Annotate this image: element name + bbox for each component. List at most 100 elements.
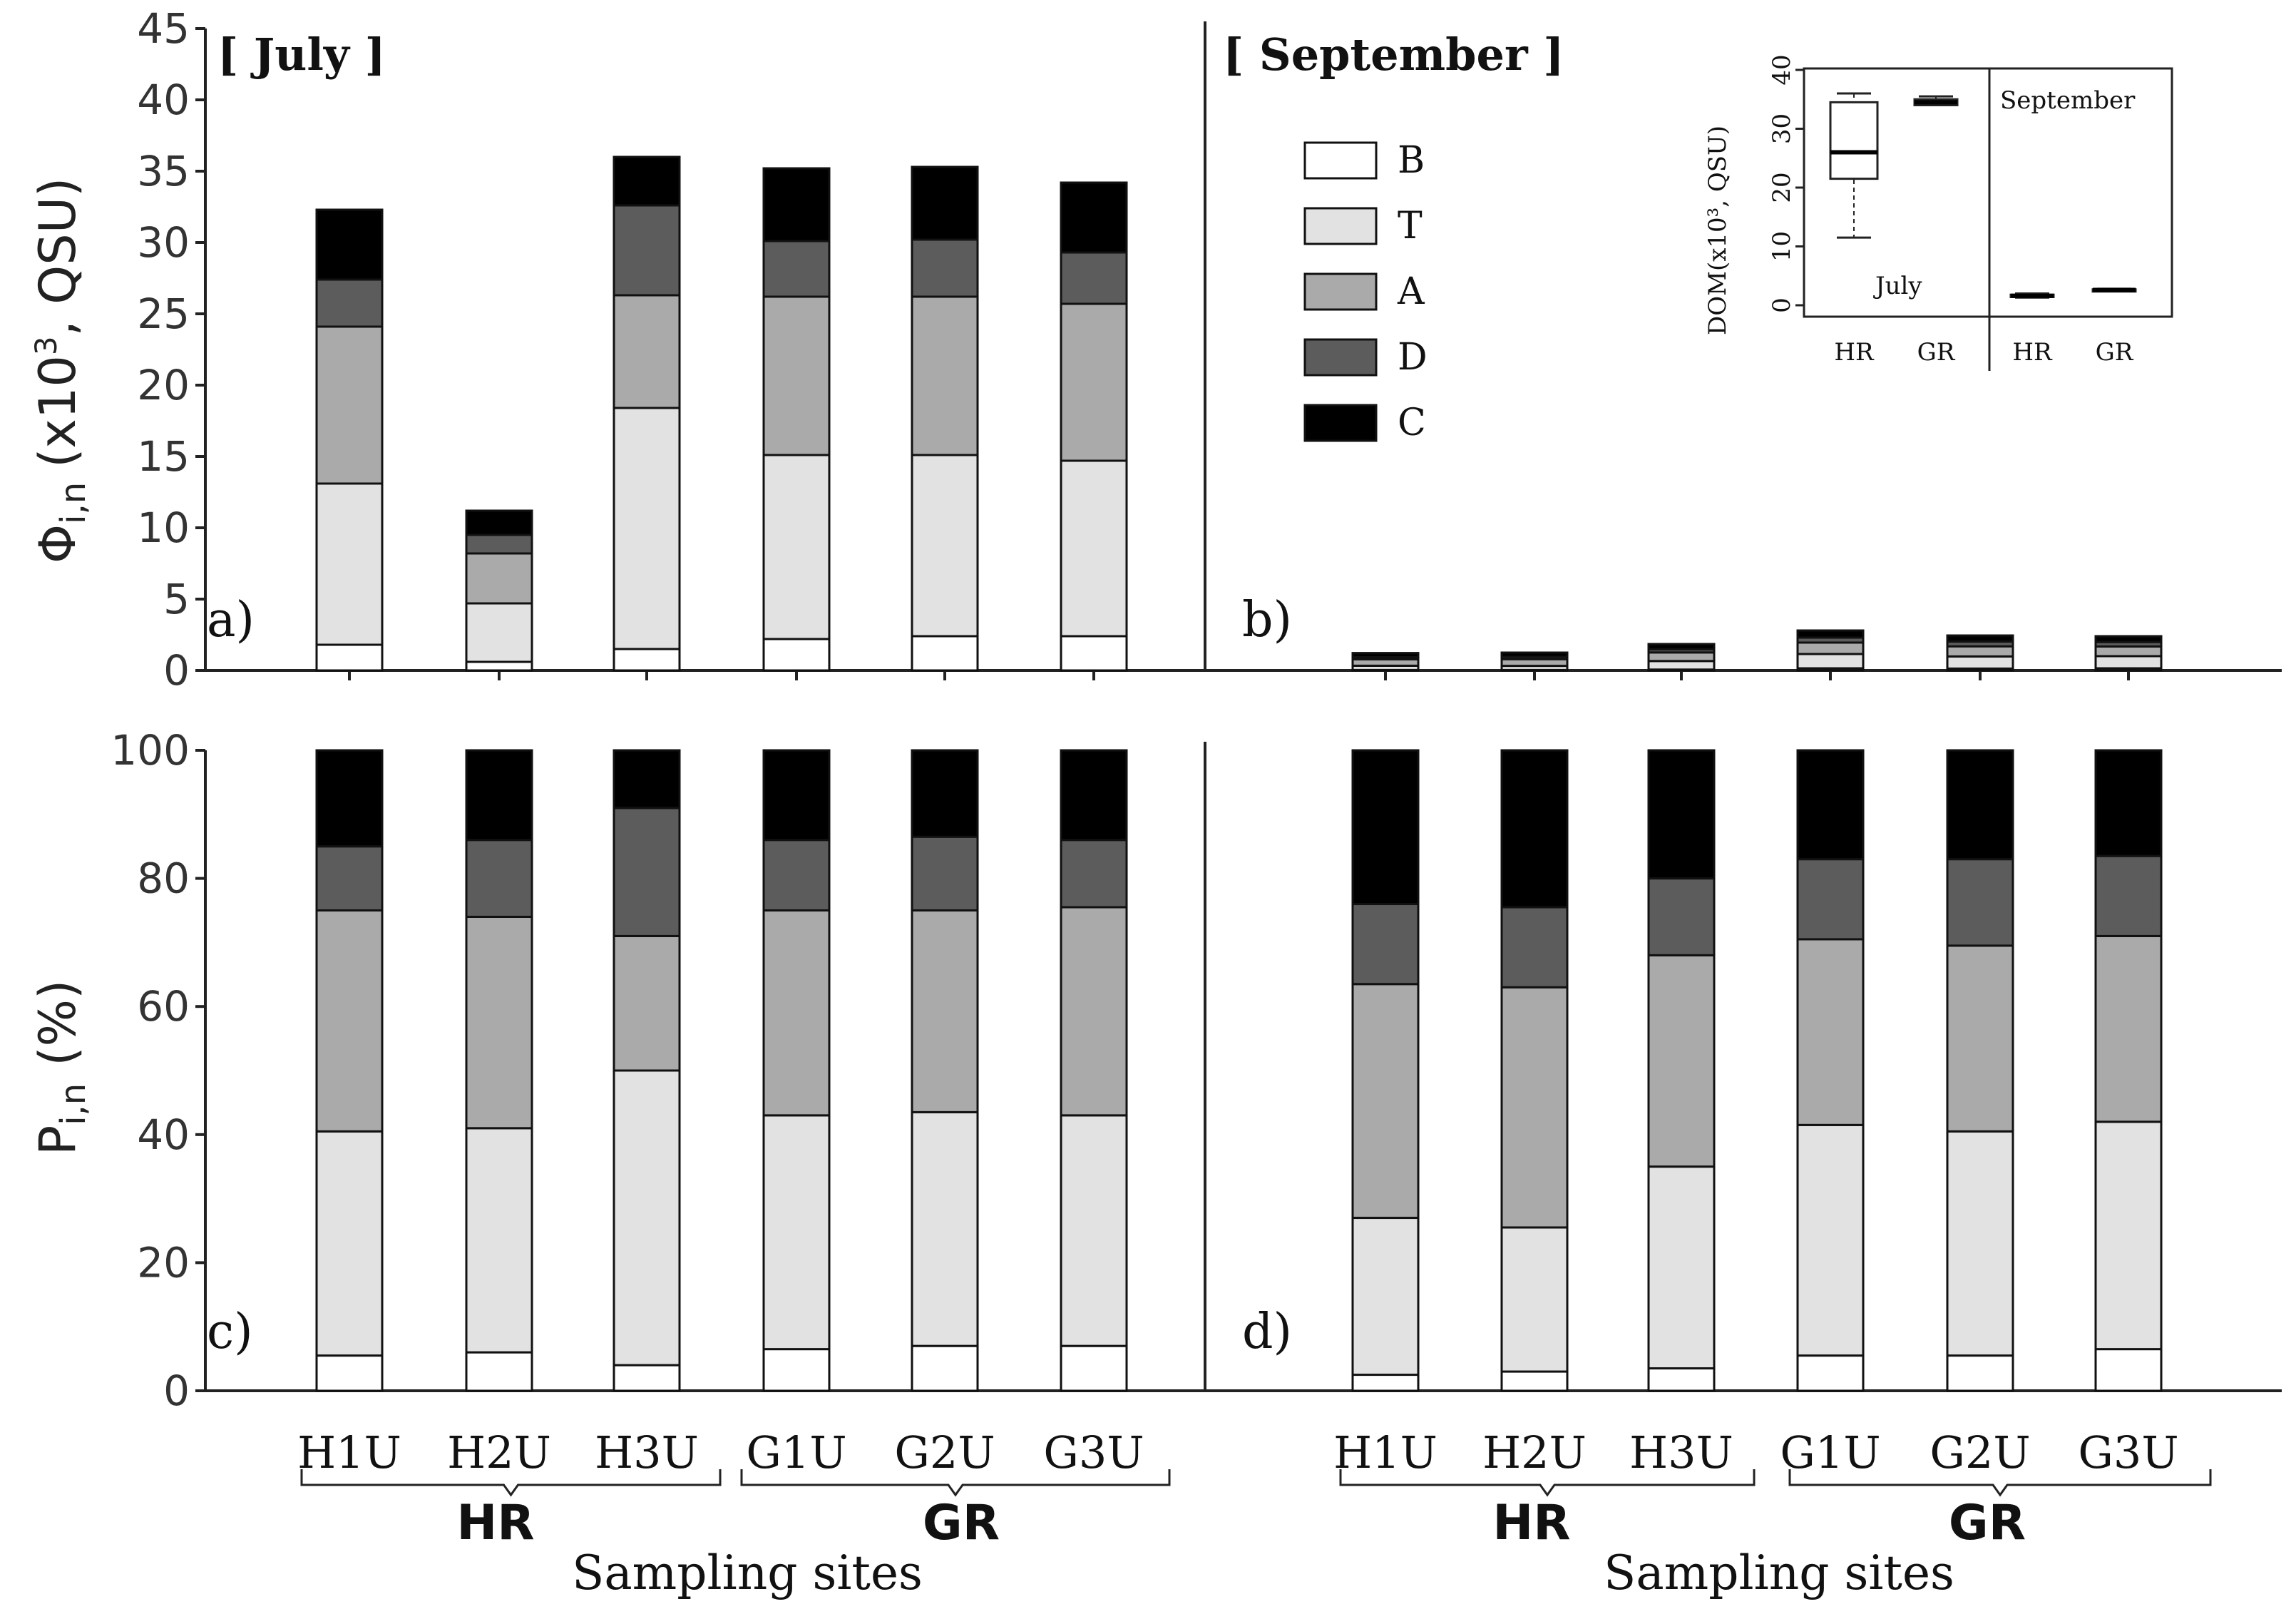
bar-c-G3U-T xyxy=(1060,1114,1128,1347)
x-tick-label-right: G1U xyxy=(1780,1426,1880,1478)
bar-d-G3U-T xyxy=(2094,1120,2163,1351)
bar-c-G1U-D xyxy=(762,839,831,911)
bar-d-H2U-A xyxy=(1500,986,1569,1229)
y-tick-label-top: 20 xyxy=(137,361,190,409)
bar-d-H2U-T xyxy=(1500,1226,1569,1373)
y-tick-label-bottom: 80 xyxy=(137,854,190,903)
bar-a-H2U-A xyxy=(465,552,533,605)
bar-b-H2U-C xyxy=(1500,651,1569,658)
bar-a-H3U-B xyxy=(613,648,681,672)
bar-c-G2U-D xyxy=(911,835,979,911)
legend-swatch-A xyxy=(1303,272,1378,311)
y-tick-label-bottom: 100 xyxy=(111,726,190,775)
group-label-gr-left: GR xyxy=(923,1495,1000,1551)
bar-b-G1U-A xyxy=(1796,641,1865,655)
bar-a-G1U-D xyxy=(762,240,831,298)
x-tick-label-right: G3U xyxy=(2078,1426,2178,1478)
bar-c-G3U-D xyxy=(1060,839,1128,909)
bar-a-H2U-D xyxy=(465,533,533,555)
bar-a-H1U-T xyxy=(315,482,384,646)
inset-y-tick-label: 30 xyxy=(1768,113,1796,144)
bar-a-H3U-C xyxy=(613,155,681,207)
y-tick-label-bottom: 20 xyxy=(137,1238,190,1287)
bar-b-G3U-T xyxy=(2094,655,2163,670)
x-tick-label-left: H3U xyxy=(595,1426,699,1478)
bar-d-G1U-C xyxy=(1796,749,1865,861)
bar-a-G3U-A xyxy=(1060,302,1128,462)
bar-c-G2U-C xyxy=(911,749,979,838)
bar-b-H3U-C xyxy=(1647,643,1716,650)
bar-c-G2U-B xyxy=(911,1344,979,1392)
bar-c-H3U-B xyxy=(613,1364,681,1392)
top-panels: 0 5 10 15 20 25 30 35 40 45 xyxy=(137,4,2282,695)
bar-d-H1U-C xyxy=(1351,749,1420,906)
y-tick-label-top: 30 xyxy=(137,218,190,267)
legend-label-C: C xyxy=(1398,402,1426,444)
x-axis-title-left: Sampling sites xyxy=(572,1546,923,1600)
bar-d-G3U-B xyxy=(2094,1348,2163,1392)
group-bracket xyxy=(300,1469,722,1497)
bar-c-G2U-A xyxy=(911,909,979,1113)
bar-d-H3U-A xyxy=(1647,954,1716,1168)
legend-swatch-B xyxy=(1303,141,1378,180)
bar-a-H2U-T xyxy=(465,602,533,663)
group-bracket xyxy=(740,1469,1171,1497)
bar-c-G3U-A xyxy=(1060,906,1128,1117)
legend-label-T: T xyxy=(1398,205,1423,247)
panel-label-c: c) xyxy=(207,1304,253,1360)
inset-y-tick-label: 20 xyxy=(1768,172,1796,203)
bar-a-H1U-C xyxy=(315,208,384,281)
bar-c-G1U-T xyxy=(762,1114,831,1351)
bar-d-G1U-B xyxy=(1796,1354,1865,1392)
bar-d-G2U-B xyxy=(1946,1354,2014,1392)
bar-b-G1U-T xyxy=(1796,653,1865,670)
bar-d-G2U-T xyxy=(1946,1130,2014,1357)
bar-a-H1U-D xyxy=(315,278,384,328)
bar-a-G2U-C xyxy=(911,165,979,241)
y-axis-title-top: Φi,n(x103, QSU) xyxy=(29,178,93,563)
bar-d-H2U-D xyxy=(1500,906,1569,989)
y-tick-label-top: 45 xyxy=(137,4,190,53)
x-tick-label-left: H1U xyxy=(297,1426,401,1478)
bar-c-H1U-D xyxy=(315,845,384,911)
bar-d-G3U-C xyxy=(2094,749,2163,857)
bar-c-H3U-A xyxy=(613,934,681,1072)
bar-b-G2U-C xyxy=(1946,634,2014,643)
bar-d-H1U-A xyxy=(1351,983,1420,1220)
bar-a-G2U-B xyxy=(911,635,979,672)
group-label-hr-right: HR xyxy=(1492,1495,1570,1551)
bar-d-H2U-C xyxy=(1500,749,1569,909)
bar-c-H1U-B xyxy=(315,1354,384,1392)
x-tick-label-left: G1U xyxy=(746,1426,846,1478)
bar-d-H3U-D xyxy=(1647,877,1716,956)
y-tick-label-top: 25 xyxy=(137,290,190,338)
bar-a-G2U-T xyxy=(911,454,979,638)
group-bracket xyxy=(1339,1469,1756,1497)
group-label-hr-left: HR xyxy=(456,1495,534,1551)
bar-d-G1U-D xyxy=(1796,858,1865,941)
bar-d-H3U-B xyxy=(1647,1367,1716,1392)
bar-d-G2U-D xyxy=(1946,858,2014,947)
bar-d-G2U-A xyxy=(1946,944,2014,1133)
bar-a-G3U-B xyxy=(1060,635,1128,672)
bar-d-G1U-A xyxy=(1796,938,1865,1126)
bar-c-H2U-A xyxy=(465,915,533,1130)
bar-d-G2U-C xyxy=(1946,749,2014,861)
inset-x-tick-label: HR xyxy=(2012,338,2053,367)
bar-c-G2U-T xyxy=(911,1110,979,1347)
bar-b-G2U-A xyxy=(1946,645,2014,658)
y-tick-label-top: 0 xyxy=(163,646,190,695)
bottom-panels: 0 20 40 60 80 100 xyxy=(111,726,2282,1415)
bar-c-H3U-T xyxy=(613,1069,681,1367)
bar-a-G2U-A xyxy=(911,295,979,456)
bar-b-G3U-C xyxy=(2094,635,2163,643)
inset-y-axis-title: DOM(x10³, QSU) xyxy=(1703,126,1732,335)
bar-c-H2U-C xyxy=(465,749,533,842)
bar-c-G1U-A xyxy=(762,909,831,1117)
x-tick-label-right: H3U xyxy=(1629,1426,1733,1478)
bar-c-G1U-B xyxy=(762,1348,831,1392)
legend-swatch-C xyxy=(1303,404,1378,442)
bar-b-H1U-C xyxy=(1351,652,1420,658)
